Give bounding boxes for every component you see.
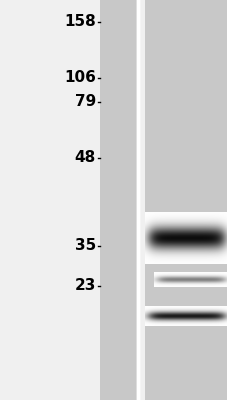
Bar — [144, 0, 227, 400]
Text: 23: 23 — [74, 278, 95, 294]
Text: 35: 35 — [74, 238, 95, 254]
Text: 79: 79 — [74, 94, 95, 110]
Bar — [0, 0, 100, 400]
Text: 106: 106 — [64, 70, 95, 86]
Bar — [100, 0, 137, 400]
Text: 158: 158 — [64, 14, 95, 30]
Text: 48: 48 — [74, 150, 95, 166]
